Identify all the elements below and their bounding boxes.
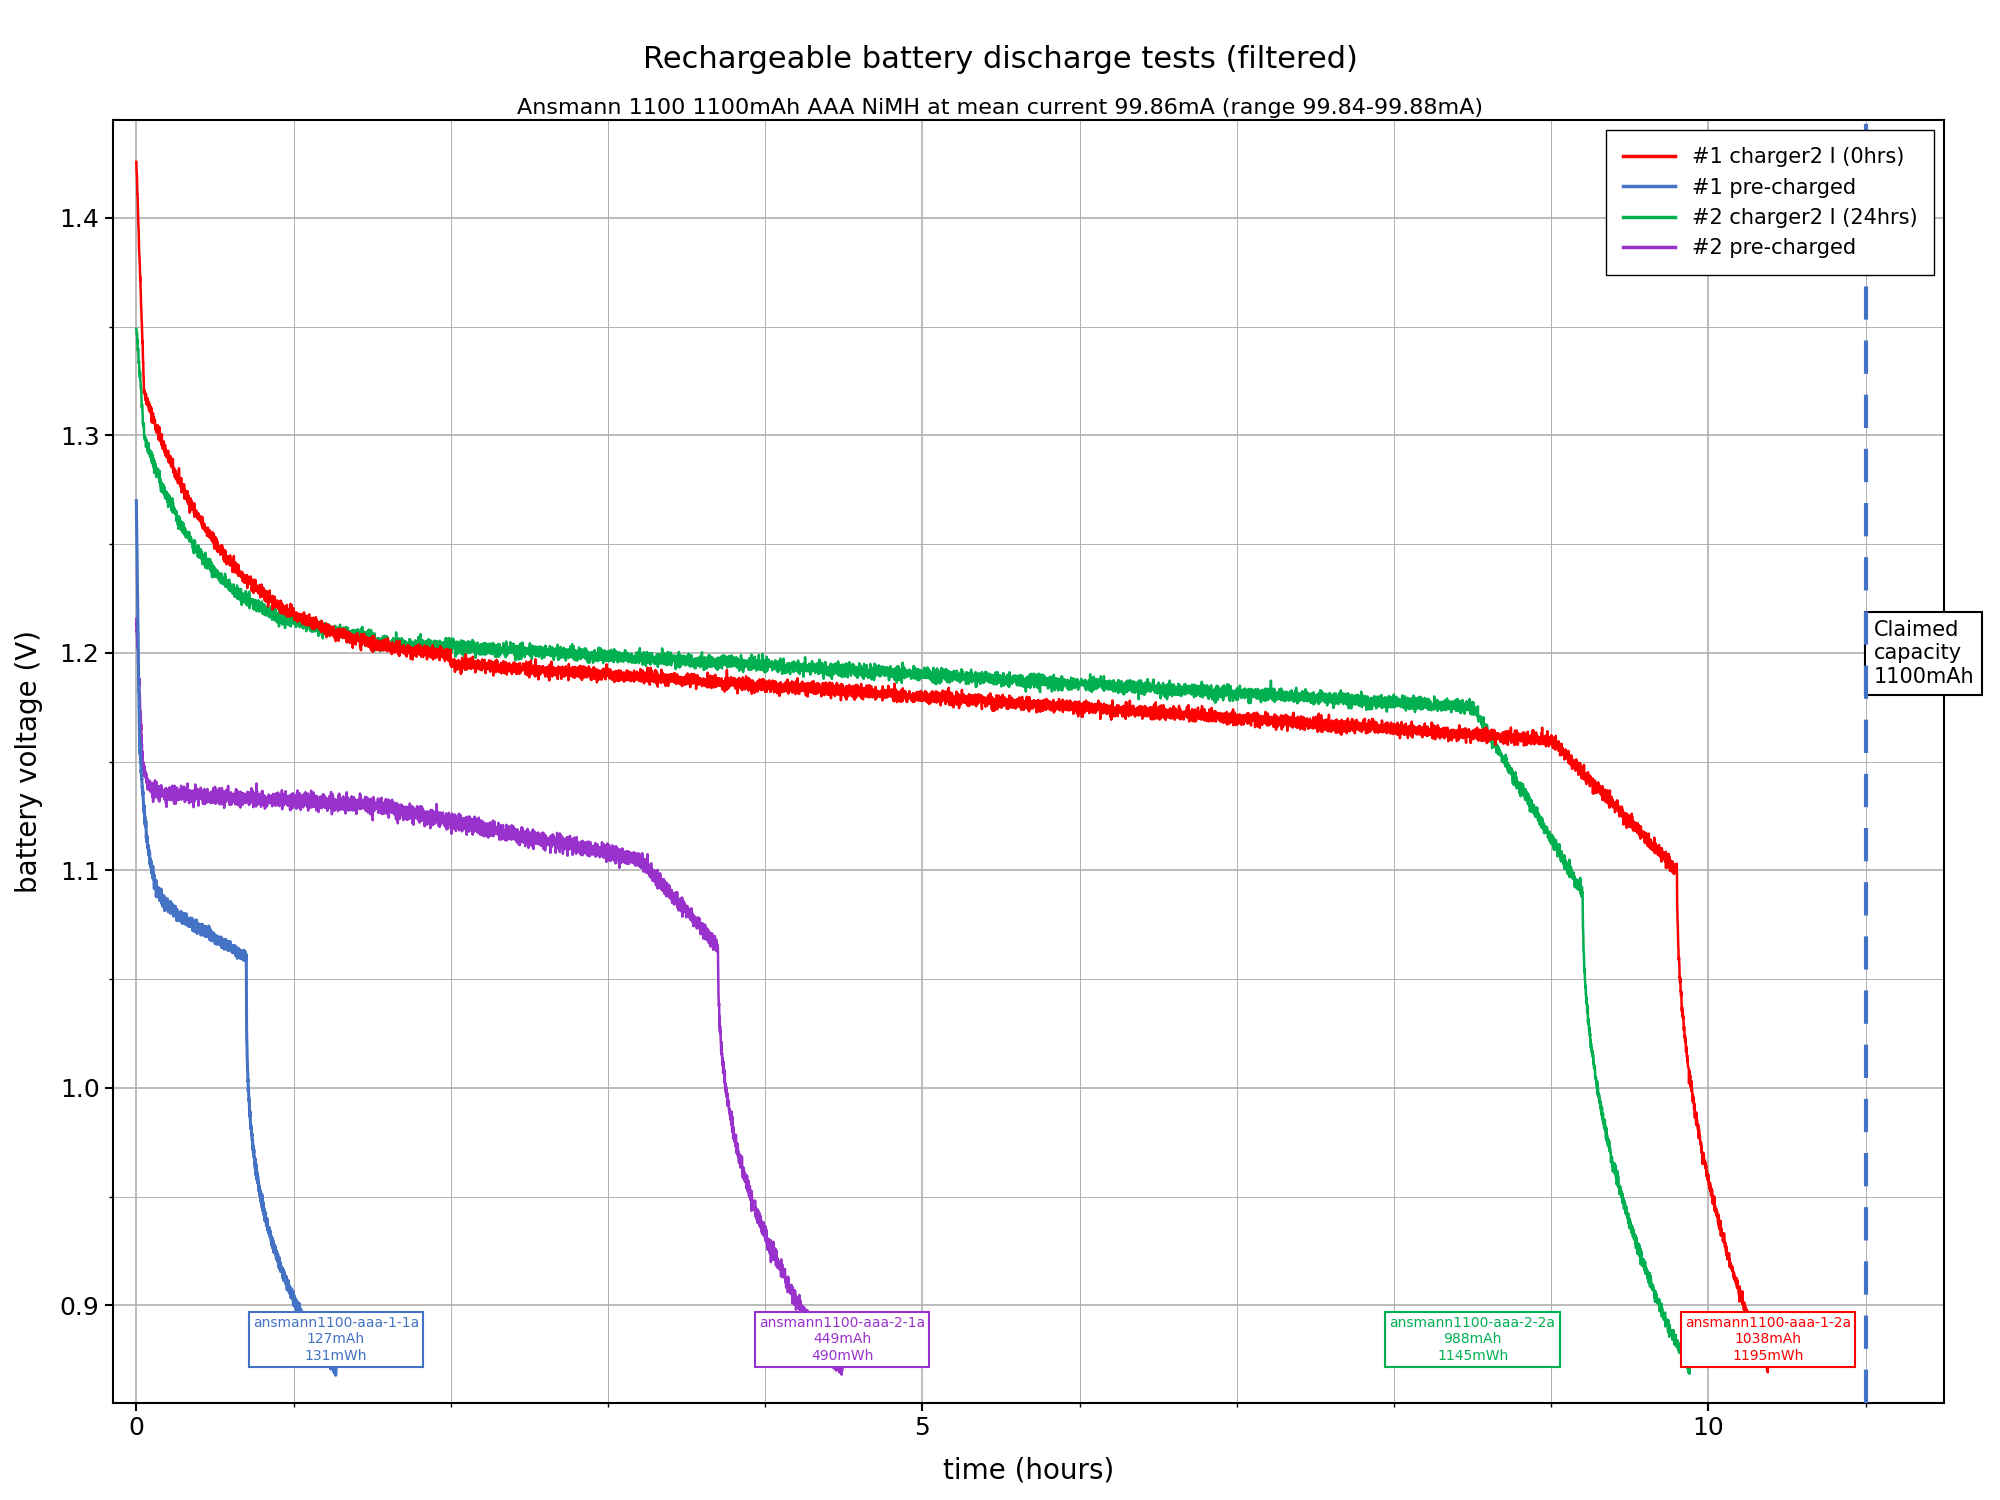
Legend: #1 charger2 I (0hrs), #1 pre-charged, #2 charger2 I (24hrs), #2 pre-charged: #1 charger2 I (0hrs), #1 pre-charged, #2… [1606, 130, 1934, 274]
X-axis label: time (hours): time (hours) [942, 1456, 1114, 1485]
Text: ansmann1100-aaa-2-2a
988mAh
1145mWh: ansmann1100-aaa-2-2a 988mAh 1145mWh [1390, 1316, 1556, 1362]
Text: Ansmann 1100 1100mAh AAA NiMH at mean current 99.86mA (range 99.84-99.88mA): Ansmann 1100 1100mAh AAA NiMH at mean cu… [516, 98, 1484, 117]
Text: Rechargeable battery discharge tests (filtered): Rechargeable battery discharge tests (fi… [642, 45, 1358, 74]
Text: Claimed
capacity
1100mAh: Claimed capacity 1100mAh [1874, 620, 1974, 687]
Y-axis label: battery voltage (V): battery voltage (V) [14, 630, 44, 892]
Text: ansmann1100-aaa-2-1a
449mAh
490mWh: ansmann1100-aaa-2-1a 449mAh 490mWh [760, 1316, 926, 1362]
Text: ansmann1100-aaa-1-1a
127mAh
131mWh: ansmann1100-aaa-1-1a 127mAh 131mWh [252, 1316, 420, 1362]
Text: ansmann1100-aaa-1-2a
1038mAh
1195mWh: ansmann1100-aaa-1-2a 1038mAh 1195mWh [1686, 1316, 1852, 1362]
